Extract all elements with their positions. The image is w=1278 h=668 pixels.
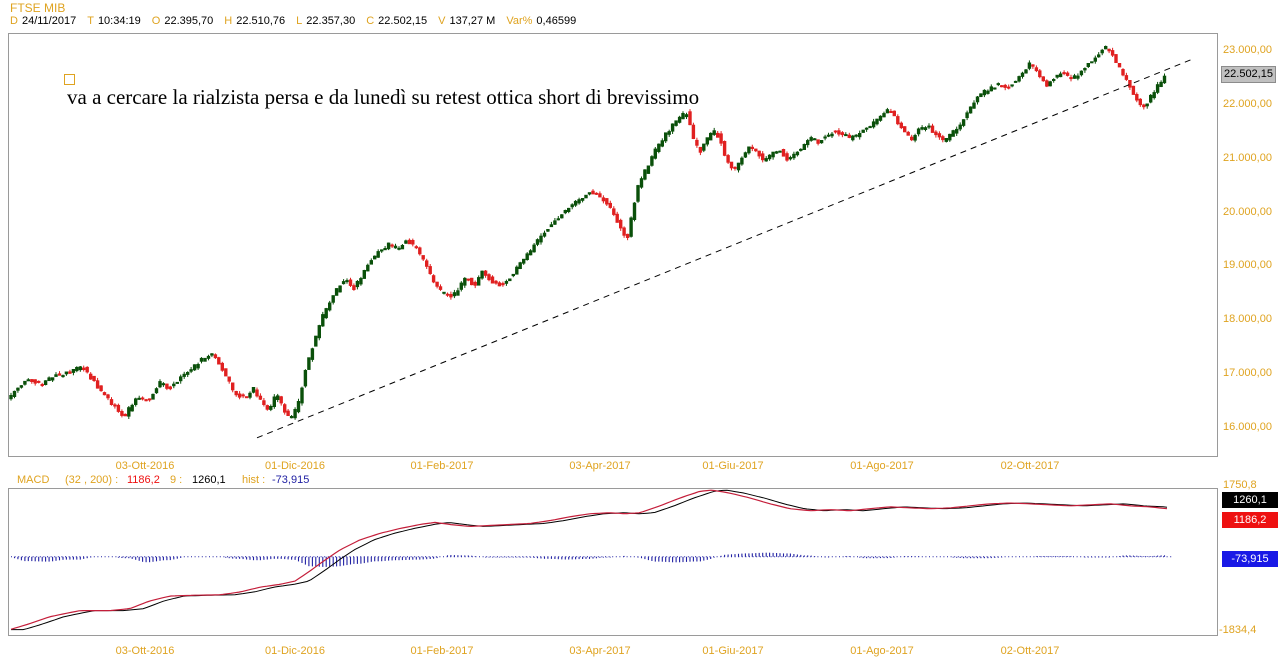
macd-hist-value: -73,915 xyxy=(272,474,310,486)
macd-value: 1186,2 xyxy=(127,474,160,486)
date-axis-label: 01-Dic-2016 xyxy=(265,645,325,657)
macd-axis-min: -1834,4 xyxy=(1219,624,1257,636)
price-axis-label: 22.000,00 xyxy=(1223,98,1272,110)
price-chart-panel[interactable] xyxy=(8,33,1218,457)
ohlc-field-label: L xyxy=(296,15,303,27)
date-axis-label: 01-Giu-2017 xyxy=(702,645,764,657)
date-axis-label: 03-Apr-2017 xyxy=(569,645,631,657)
macd-signal-label: 9 : xyxy=(170,474,183,486)
macd-hist-badge: -73,915 xyxy=(1222,551,1278,567)
date-axis-label: 01-Ago-2017 xyxy=(850,460,914,472)
date-axis-label: 01-Feb-2017 xyxy=(410,645,474,657)
ohlc-field-label: O xyxy=(151,15,161,27)
trendline-dashed[interactable] xyxy=(256,57,1196,439)
price-panel-border xyxy=(8,33,1218,457)
ohlc-field-value: 22.502,15 xyxy=(378,15,428,27)
ohlc-field-label: V xyxy=(438,15,446,27)
date-axis-label: 03-Apr-2017 xyxy=(569,460,631,472)
macd-signal-badge: 1260,1 xyxy=(1222,492,1278,508)
ohlc-field-label: D xyxy=(10,15,18,27)
macd-panel-border xyxy=(8,488,1218,636)
macd-params: (32 , 200) : xyxy=(65,474,119,486)
ohlc-field-label: C xyxy=(366,15,375,27)
ohlc-field-label: H xyxy=(224,15,233,27)
candles-up xyxy=(9,45,1167,420)
macd-signal-value: 1260,1 xyxy=(192,474,226,486)
candles-down xyxy=(30,47,1146,418)
date-axis-label: 02-Ott-2017 xyxy=(1000,645,1060,657)
date-axis-label: 02-Ott-2017 xyxy=(1000,460,1060,472)
ohlc-field-value: 22.395,70 xyxy=(164,15,214,27)
price-axis-label: 16.000,00 xyxy=(1223,421,1272,433)
last-price-badge: 22.502,15 xyxy=(1221,66,1276,83)
price-axis-label: 21.000,00 xyxy=(1223,152,1272,164)
macd-hist-label: hist : xyxy=(242,474,266,486)
price-axis-label: 20.000,00 xyxy=(1223,206,1272,218)
ohlc-field-label: Var% xyxy=(506,15,533,27)
date-axis-label: 01-Giu-2017 xyxy=(702,460,764,472)
annotation-anchor-square[interactable] xyxy=(64,74,75,85)
price-axis-label: 23.000,00 xyxy=(1223,44,1272,56)
ohlc-field-value: 10:34:19 xyxy=(97,15,141,27)
macd-line xyxy=(10,489,1168,630)
ohlc-data-row: D 24/11/2017 T 10:34:19 O 22.395,70 H 22.510,76… xyxy=(10,15,587,27)
ohlc-field-value: 22.357,30 xyxy=(306,15,356,27)
price-axis-label: 18.000,00 xyxy=(1223,313,1272,325)
macd-value-badge: 1186,2 xyxy=(1222,512,1278,528)
macd-name: MACD xyxy=(17,474,50,486)
date-axis-label: 03-Ott-2016 xyxy=(115,645,175,657)
date-axis-label: 01-Ago-2017 xyxy=(850,645,914,657)
date-axis-label: 01-Feb-2017 xyxy=(410,460,474,472)
chart-annotation-text[interactable]: va a cercare la rialzista persa e da lun… xyxy=(67,85,700,109)
symbol-title: FTSE MIB xyxy=(10,1,66,15)
ohlc-field-value: 24/11/2017 xyxy=(21,15,77,27)
macd-panel[interactable] xyxy=(8,488,1218,636)
date-axis-label: 01-Dic-2016 xyxy=(265,460,325,472)
ohlc-field-value: 22.510,76 xyxy=(236,15,286,27)
price-axis-label: 17.000,00 xyxy=(1223,367,1272,379)
date-axis-label: 03-Ott-2016 xyxy=(115,460,175,472)
ohlc-field-value: 0,46599 xyxy=(536,15,577,27)
price-axis-label: 19.000,00 xyxy=(1223,259,1272,271)
macd-axis-max: 1750,8 xyxy=(1223,479,1257,491)
macd-histogram xyxy=(13,552,1166,567)
ohlc-field-value: 137,27 M xyxy=(449,15,496,27)
macd-signal-line xyxy=(11,489,1168,631)
ohlc-field-label: T xyxy=(87,15,94,27)
